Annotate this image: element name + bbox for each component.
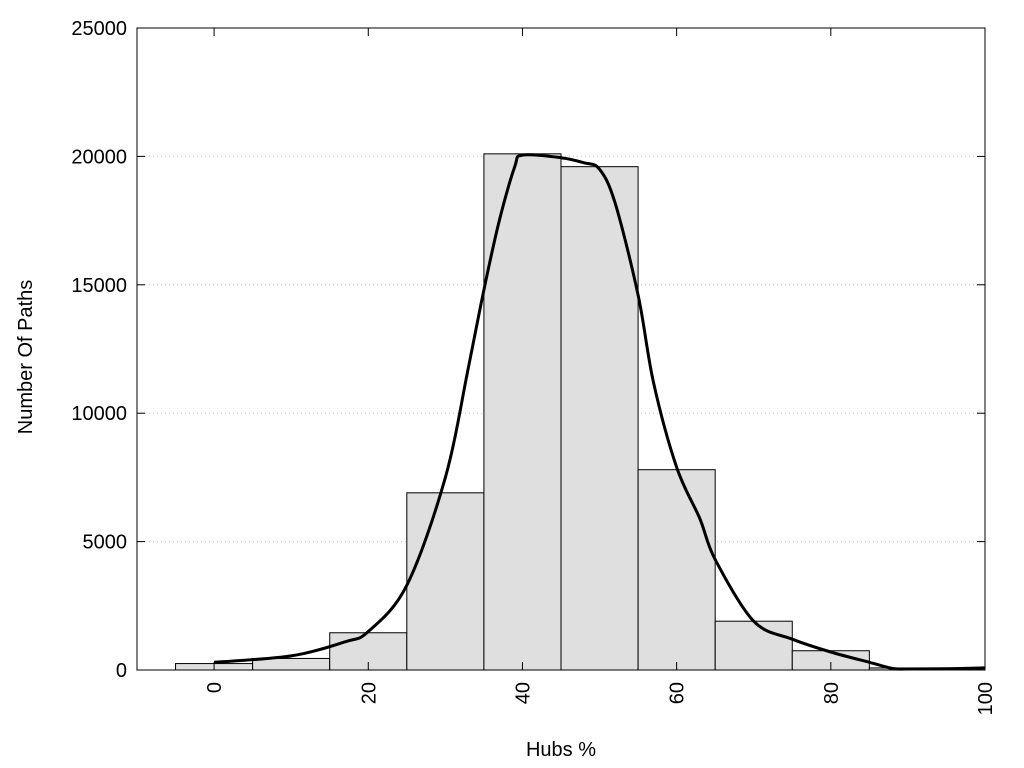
density-curve-group xyxy=(213,153,986,671)
x-axis-title: Hubs % xyxy=(526,739,596,761)
x-tick-label: 40 xyxy=(512,682,534,704)
y-tick-label: 0 xyxy=(116,660,127,682)
x-tick-label: 20 xyxy=(358,682,380,704)
x-tick-label: 60 xyxy=(667,682,689,704)
y-tick-label: 25000 xyxy=(71,18,127,40)
x-tick-label: 100 xyxy=(975,682,997,715)
y-tick-label: 5000 xyxy=(83,532,128,554)
y-axis-title: Number Of Paths xyxy=(15,280,37,435)
histogram-bars xyxy=(175,153,947,671)
y-tick-label: 20000 xyxy=(71,146,127,168)
y-tick-label: 15000 xyxy=(71,275,127,297)
x-tick-label: 0 xyxy=(204,682,226,693)
y-tick-label: 10000 xyxy=(71,403,127,425)
histogram-bar xyxy=(637,469,716,671)
histogram-bar xyxy=(714,620,793,671)
histogram-bar xyxy=(406,492,485,671)
plot-frame xyxy=(136,27,986,671)
x-tick-label: 80 xyxy=(821,682,843,704)
density-curve xyxy=(213,153,986,671)
axis-ticks: 0 5000 10000 15000 20000 25000 0 20 40 60 80 100 xyxy=(71,18,997,715)
